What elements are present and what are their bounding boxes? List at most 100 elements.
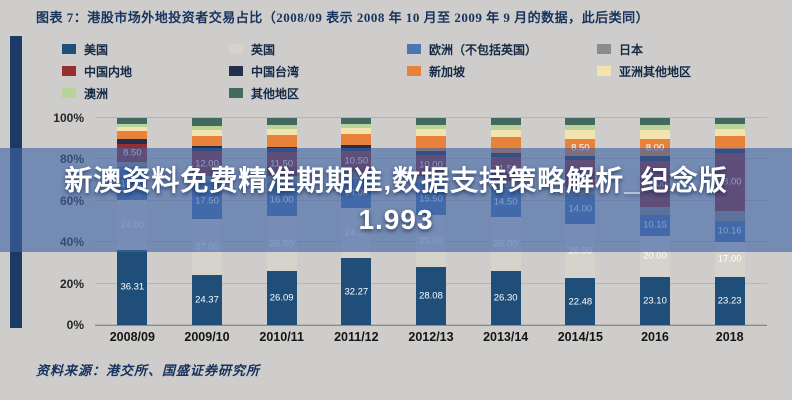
y-tick-label: 20% xyxy=(59,276,84,291)
bar-segment: 22.48 xyxy=(565,278,596,325)
bar-value-label: 23.23 xyxy=(717,295,742,307)
watermark-text-line2: 1.993 xyxy=(358,204,434,235)
legend-label: 澳洲 xyxy=(84,86,109,101)
bar-value-label: 24.37 xyxy=(195,294,219,306)
grid-line xyxy=(95,117,767,118)
bar-segment xyxy=(714,128,745,136)
bar-segment xyxy=(415,129,446,137)
x-tick-label: 2010/11 xyxy=(259,330,304,344)
chart-title: 图表 7：港股市场外地投资者交易占比（2008/09 表示 2008 年 10 … xyxy=(36,10,650,25)
watermark-text-line1: 新澳资料免费精准期期准,数据支持策略解析_纪念版 xyxy=(64,165,728,196)
bar-segment xyxy=(191,129,222,136)
bar-segment xyxy=(490,118,521,126)
bar-segment xyxy=(639,118,670,125)
x-tick-label: 2012/13 xyxy=(408,330,454,344)
legend-label: 欧洲（不包括英国） xyxy=(429,42,538,57)
x-tick-label: 2016 xyxy=(641,330,669,344)
legend-label: 美国 xyxy=(84,42,109,57)
bar-segment: 26.09 xyxy=(266,271,297,325)
bar-segment xyxy=(490,125,521,130)
legend-item: 亚洲其他地区 xyxy=(597,64,776,79)
bar-segment xyxy=(191,125,222,130)
bar-segment xyxy=(117,118,148,124)
bar-segment: 26.30 xyxy=(490,270,521,325)
bar-value-label: 17.00 xyxy=(717,253,742,265)
bar-segment xyxy=(490,129,521,138)
bar-segment xyxy=(191,135,222,147)
bar-segment xyxy=(565,130,596,139)
bar-segment: 24.37 xyxy=(191,274,222,325)
legend-item: 中国台湾 xyxy=(229,64,407,79)
source-note: 资料来源：港交所、国盛证券研究所 xyxy=(36,363,261,378)
legend-swatch xyxy=(229,44,243,54)
bar-segment xyxy=(266,125,297,130)
bar-segment xyxy=(341,127,372,135)
legend-label: 新加坡 xyxy=(429,64,466,79)
legend-item: 英国 xyxy=(229,42,407,57)
x-axis: 2008/09 2009/10 2010/11 2011/12 2012/13 2013/… xyxy=(95,330,767,348)
y-tick-label: 100% xyxy=(53,111,84,125)
legend-label: 中国台湾 xyxy=(251,64,300,79)
legend-label: 亚洲其他地区 xyxy=(619,64,692,79)
y-tick-label: 0% xyxy=(66,318,84,332)
bar-segment: 23.23 xyxy=(714,276,745,325)
bar-value-label: 20.00 xyxy=(643,250,667,262)
legend-swatch xyxy=(62,66,76,76)
watermark-overlay: 新澳资料免费精准期期准,数据支持策略解析_纪念版 1.993 xyxy=(0,148,792,252)
legend-swatch xyxy=(597,66,611,76)
bar-segment xyxy=(714,118,745,125)
bar-segment xyxy=(266,135,297,147)
bar-value-label: 36.31 xyxy=(120,281,145,293)
bar-segment xyxy=(341,134,372,146)
bar-segment xyxy=(341,118,372,124)
legend-swatch xyxy=(597,44,611,54)
bar-segment xyxy=(565,118,596,126)
bar-segment xyxy=(639,129,670,140)
legend-swatch xyxy=(62,44,76,54)
x-tick-label: 2011/12 xyxy=(334,330,379,344)
legend-item: 澳洲 xyxy=(62,86,229,101)
bar-value-label: 23.10 xyxy=(643,295,667,307)
bar-value-label: 26.30 xyxy=(493,292,518,304)
bar-segment xyxy=(341,145,372,151)
x-tick-label: 2018 xyxy=(715,330,744,344)
legend-label: 中国内地 xyxy=(84,64,133,79)
bar-segment: 32.27 xyxy=(341,258,372,325)
bar-segment xyxy=(415,118,446,126)
bar-segment xyxy=(714,135,745,150)
bar-segment xyxy=(117,123,148,127)
bar-segment xyxy=(415,125,446,130)
legend-item: 其他地区 xyxy=(229,86,407,101)
x-tick-label: 2013/14 xyxy=(483,330,529,344)
bar-segment: 23.10 xyxy=(639,277,670,325)
legend-item: 欧洲（不包括英国） xyxy=(407,42,597,57)
bar-value-label: 26.09 xyxy=(269,292,294,304)
x-tick-label: 2014/15 xyxy=(557,330,603,344)
legend-item: 中国内地 xyxy=(62,64,229,79)
legend-label: 日本 xyxy=(619,42,644,57)
legend-swatch xyxy=(62,88,76,98)
bar-segment xyxy=(565,125,596,131)
chart-legend: 美国 英国 欧洲（不包括英国） 日本中国内地 中国台湾 新加坡 亚洲其他地区澳洲 其他地区 xyxy=(62,42,776,101)
x-tick-label: 2009/10 xyxy=(184,330,230,344)
legend-swatch xyxy=(407,66,421,76)
bar-segment xyxy=(714,124,745,129)
bar-value-label: 8.50 xyxy=(565,143,595,153)
bar-value-label: 22.48 xyxy=(568,295,593,307)
legend-label: 其他地区 xyxy=(251,86,300,101)
bar-segment xyxy=(117,139,148,145)
bar-segment xyxy=(191,118,222,126)
bar-segment xyxy=(117,126,148,131)
bar-value-label: 8.00 xyxy=(640,143,670,153)
legend-swatch xyxy=(229,88,243,98)
bar-segment xyxy=(117,130,148,140)
legend-swatch xyxy=(229,66,243,76)
bar-value-label: 28.08 xyxy=(419,290,443,302)
bar-segment xyxy=(341,123,372,128)
x-tick-label: 2008/09 xyxy=(109,330,155,344)
legend-label: 英国 xyxy=(251,42,276,57)
legend-item: 美国 xyxy=(62,42,229,57)
bar-value-label: 32.27 xyxy=(344,285,369,297)
legend-item: 新加坡 xyxy=(407,64,597,79)
